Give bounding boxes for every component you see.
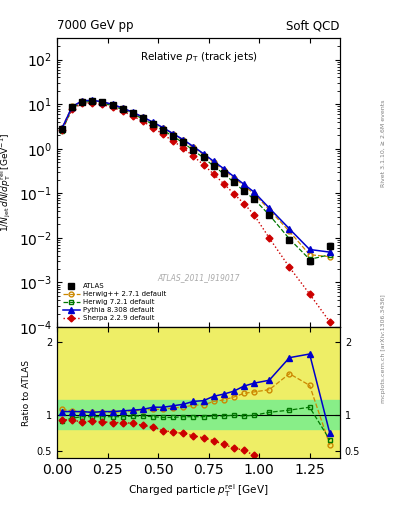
Text: mcplots.cern.ch [arXiv:1306.3436]: mcplots.cern.ch [arXiv:1306.3436]	[381, 294, 386, 402]
Bar	[57, 327, 340, 458]
Bar	[57, 400, 340, 429]
Text: Rivet 3.1.10, ≥ 2.6M events: Rivet 3.1.10, ≥ 2.6M events	[381, 100, 386, 187]
Text: 7000 GeV pp: 7000 GeV pp	[57, 19, 134, 32]
Y-axis label: Ratio to ATLAS: Ratio to ATLAS	[22, 359, 31, 425]
Y-axis label: $1/N_\mathrm{jet}\,dN/dp_\mathrm{T}^\mathrm{rel}\,[\mathrm{GeV}^{-1}]$: $1/N_\mathrm{jet}\,dN/dp_\mathrm{T}^\mat…	[0, 133, 13, 232]
X-axis label: Charged particle $p_\mathrm{T}^\mathrm{rel}$ [GeV]: Charged particle $p_\mathrm{T}^\mathrm{r…	[128, 483, 269, 500]
Text: Relative $p_\mathrm{T}$ (track jets): Relative $p_\mathrm{T}$ (track jets)	[140, 50, 257, 64]
Legend: ATLAS, Herwig++ 2.7.1 default, Herwig 7.2.1 default, Pythia 8.308 default, Sherp: ATLAS, Herwig++ 2.7.1 default, Herwig 7.…	[61, 281, 168, 324]
Text: Soft QCD: Soft QCD	[286, 19, 340, 32]
Text: ATLAS_2011_I919017: ATLAS_2011_I919017	[157, 273, 240, 283]
